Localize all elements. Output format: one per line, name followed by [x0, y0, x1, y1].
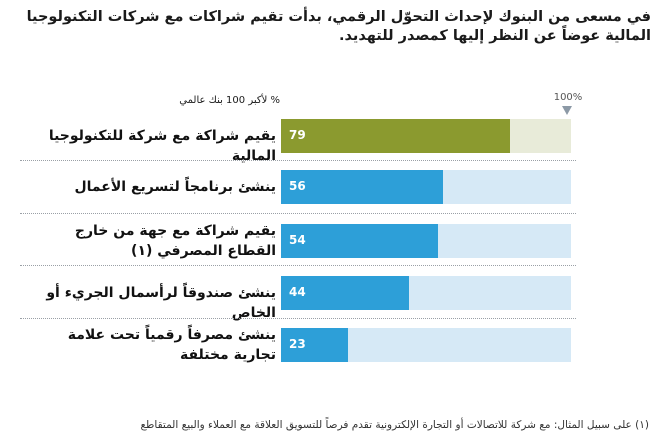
row-separator — [20, 265, 576, 266]
bar-value-label: 44 — [289, 285, 306, 299]
bar-value-label: 56 — [289, 179, 306, 193]
bar: 79 — [281, 119, 511, 153]
bar: 54 — [281, 224, 438, 258]
max-marker-icon — [562, 106, 572, 115]
bar-track: 79 — [281, 119, 571, 153]
bar-track: 56 — [281, 170, 571, 204]
bar-track: 44 — [281, 276, 571, 310]
bar-track: 54 — [281, 224, 571, 258]
row-separator — [20, 213, 576, 214]
bar: 23 — [281, 328, 348, 362]
row-separator — [20, 160, 576, 161]
axis-label: % لأكبر 100 بنك عالمي — [179, 95, 280, 106]
bar-value-label: 79 — [289, 128, 306, 142]
bar-value-label: 23 — [289, 337, 306, 351]
bar: 44 — [281, 276, 409, 310]
category-label: يقيم شراكة مع جهة من خارج القطاع المصرفي… — [74, 223, 276, 259]
bar: 56 — [281, 170, 444, 204]
bar-track: 23 — [281, 328, 571, 362]
chart-title: في مسعى من البنوك لإحداث التحوّل الرقمي،… — [26, 9, 651, 44]
footnote: (١) على سبيل المثال: مع شركة للاتصالات أ… — [140, 419, 649, 431]
bar-value-label: 54 — [289, 233, 306, 247]
max-value-label: 100% — [553, 92, 583, 103]
category-label: ينشئ برنامجاً لتسريع الأعمال — [74, 179, 277, 195]
row-separator — [20, 318, 576, 319]
category-label: ينشئ مصرفاً رقمياً تحت علامة تجارية مختل… — [67, 327, 276, 363]
category-label: ينشئ صندوقاً لرأسمال الجريء أو الخاص — [46, 285, 276, 321]
